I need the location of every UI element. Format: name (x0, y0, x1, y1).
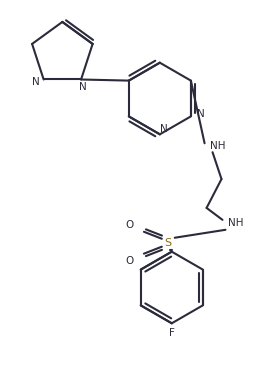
Text: S: S (164, 238, 171, 248)
Text: N: N (160, 124, 168, 134)
Text: NH: NH (210, 141, 225, 151)
Text: NH: NH (228, 218, 243, 228)
Text: N: N (79, 82, 87, 92)
Text: N: N (197, 110, 205, 119)
Text: N: N (32, 77, 40, 87)
Text: F: F (169, 328, 175, 338)
Text: O: O (126, 255, 134, 266)
Text: O: O (126, 220, 134, 230)
